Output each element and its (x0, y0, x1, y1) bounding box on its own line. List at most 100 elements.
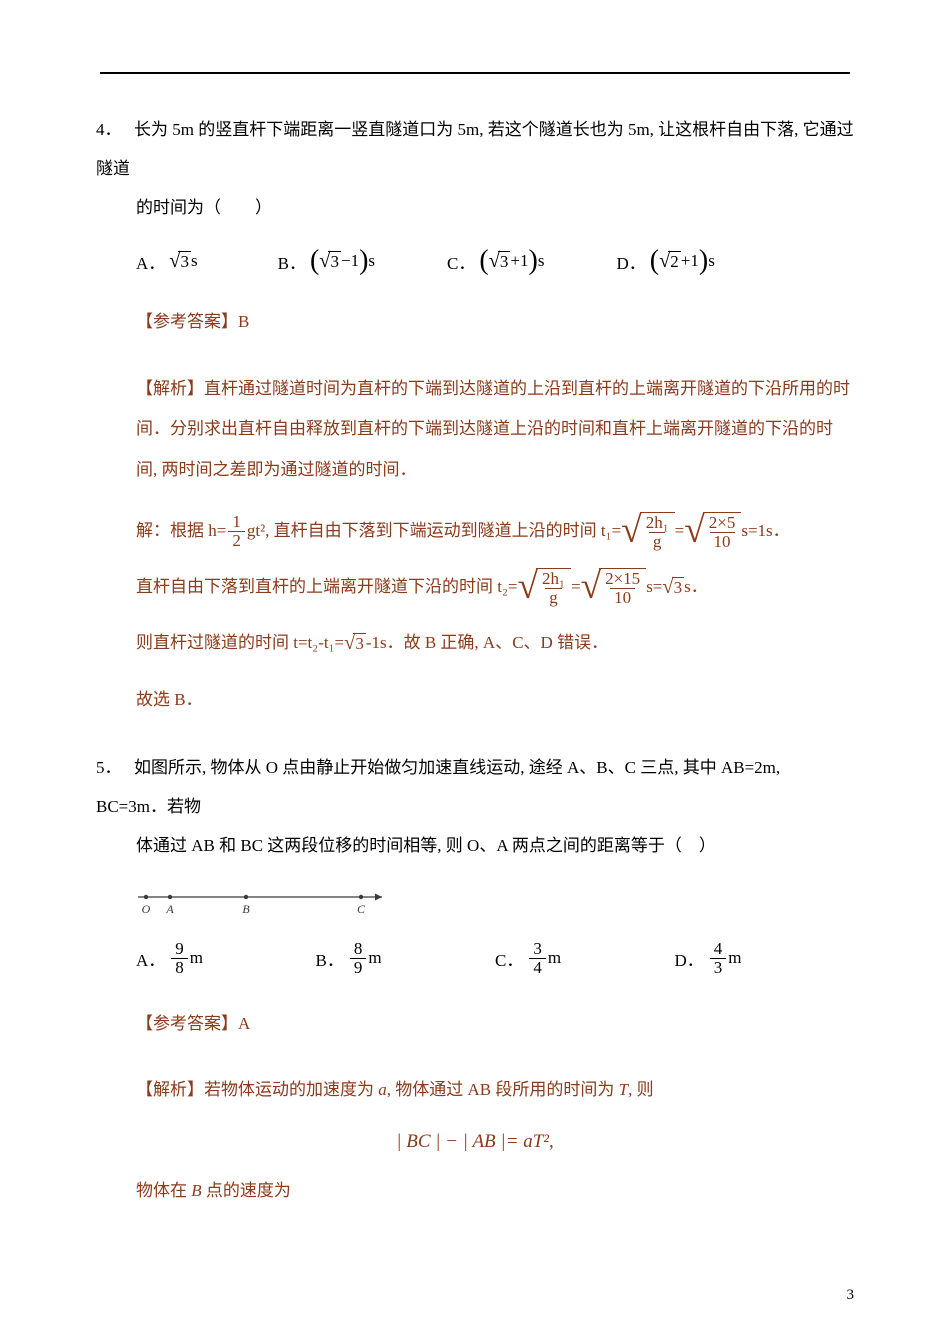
analysis-text: 直杆通过隧道时间为直杆的下端到达隧道的上沿到直杆的上端离开隧道的下沿所用的时间．… (136, 379, 850, 480)
q4-analysis: 【解析】直杆通过隧道时间为直杆的下端到达隧道的上沿到直杆的上端离开隧道的下沿所用… (136, 369, 854, 491)
step1-mid: gt², 直杆自由下落到下端运动到隧道上沿的时间 t₁= (247, 509, 621, 553)
expr-tail: +1 (510, 251, 528, 271)
sqrt-content: 3 (498, 251, 511, 270)
q5-stem-2: 体通过 AB 和 BC 这两段位移的时间相等, 则 O、A 两点之间的距离等于（… (136, 826, 854, 865)
analysis-label: 【解析】 (136, 1080, 204, 1099)
svg-text:A: A (165, 902, 174, 916)
step3-post: -1s．故 B 正确, A、C、D 错误． (366, 621, 608, 665)
opt-label: B． (278, 249, 306, 274)
q5-number: 5． (96, 748, 134, 787)
q4-answer: 【参考答案】B (136, 303, 854, 340)
opt-label: D． (675, 946, 704, 971)
frac-den: 2 (228, 531, 245, 550)
step1-pre: 解：根据 h= (136, 509, 226, 553)
q5-ana-mid2: , 则 (628, 1080, 654, 1099)
q4-option-b: B． ( √3 −1 ) s (278, 247, 375, 275)
answer-value: B (238, 312, 249, 331)
page-number: 3 (847, 1287, 855, 1304)
q5-analysis: 【解析】若物体运动的加速度为 a, 物体通过 AB 段所用的时间为 T, 则 (136, 1070, 854, 1111)
q4-option-a: A． √3 s (136, 249, 198, 274)
step2-tail-pre: s= (646, 565, 662, 609)
opt-label: C． (447, 249, 475, 274)
answer-label: 【参考答案】 (136, 1014, 238, 1033)
step2-tail-post: s． (684, 565, 708, 609)
expr-tail: −1 (341, 251, 359, 271)
horizontal-rule (100, 72, 850, 74)
number-line-svg: OA B C (136, 889, 386, 917)
fraction-half: 1 2 (228, 513, 245, 550)
q4-step-1: 解：根据 h= 1 2 gt², 直杆自由下落到下端运动到隧道上沿的时间 t₁=… (136, 509, 854, 553)
q4-stem-1: 长为 5m 的竖直杆下端距离一竖直隧道口为 5m, 若这个隧道长也为 5m, 让… (96, 120, 854, 178)
frac-den: 9 (350, 958, 367, 977)
frac-den: 3 (710, 958, 727, 977)
opt-label: C． (495, 946, 523, 971)
q5-answer: 【参考答案】A (136, 1005, 854, 1042)
equation-text: | BC | − | AB |= aT² (396, 1131, 549, 1152)
answer-label: 【参考答案】 (136, 312, 238, 331)
q4-final: 故选 B． (136, 678, 854, 722)
svg-text:C: C (357, 902, 366, 916)
q5-option-c: C． 34 m (495, 940, 675, 977)
unit: s (368, 251, 375, 271)
q5-option-a: A． 98 m (136, 940, 316, 977)
var-a: a (378, 1080, 387, 1099)
opt-label: B． (316, 946, 344, 971)
q4-stem-2: 的时间为（ ） (136, 188, 854, 227)
q4-options: A． √3 s B． ( √3 −1 ) s C． ( √3 +1 ) s D．… (136, 247, 854, 275)
var-B: B (191, 1181, 201, 1200)
q5-ana-pre: 若物体运动的加速度为 (204, 1080, 378, 1099)
q4-number: 4． (96, 110, 134, 149)
q5-options: A． 98 m B． 89 m C． 34 m D． 43 m (136, 940, 854, 977)
q4-step-2: 直杆自由下落到直杆的上端离开隧道下沿的时间 t₂= √ 2h₁g = √ 2×1… (136, 565, 854, 609)
sqrt-frac: √ 2h₁g (518, 568, 571, 607)
frac-num: 3 (531, 940, 544, 958)
sqrt-frac-2: √ 2×510 (684, 512, 741, 551)
final-text: 故选 B． (136, 678, 203, 722)
unit: s (191, 251, 198, 271)
sqrt-content: 3 (353, 633, 366, 652)
step1-tail: s=1s． (741, 509, 789, 553)
answer-value: A (238, 1014, 250, 1033)
question-4: 4．长为 5m 的竖直杆下端距离一竖直隧道口为 5m, 若这个隧道长也为 5m,… (96, 110, 854, 227)
frac-num: 4 (712, 940, 725, 958)
frac-num: 2×15 (603, 570, 642, 588)
question-5: 5．如图所示, 物体从 O 点由静止开始做匀加速直线运动, 途经 A、B、C 三… (96, 748, 854, 865)
q5-line-after-eq: 物体在 B 点的速度为 (136, 1171, 854, 1212)
frac-den: 4 (529, 958, 546, 977)
var-T: T (619, 1080, 628, 1099)
equals: = (571, 565, 581, 609)
svg-text:B: B (242, 902, 250, 916)
frac-den: g (649, 532, 666, 551)
frac-num: 8 (352, 940, 365, 958)
sqrt-frac-2: √ 2×1510 (581, 568, 647, 607)
equals: = (675, 509, 685, 553)
unit: s (538, 251, 545, 271)
frac-num: 9 (173, 940, 186, 958)
text-tail: 点的速度为 (202, 1181, 291, 1200)
q5-ana-mid1: , 物体通过 AB 段所用的时间为 (387, 1080, 619, 1099)
unit: m (190, 948, 203, 968)
frac-den: g (545, 588, 562, 607)
opt-label: D． (616, 249, 645, 274)
q5-diagram: OA B C (136, 889, 854, 922)
unit: m (548, 948, 561, 968)
frac-num: 2×5 (707, 514, 738, 532)
sqrt-content: 2 (668, 251, 681, 270)
q4-option-d: D． ( √2 +1 ) s (616, 247, 714, 275)
text: 物体在 (136, 1181, 191, 1200)
frac-den: 10 (710, 532, 735, 551)
q4-step-3: 则直杆过隧道的时间 t=t₂-t₁= √3 -1s．故 B 正确, A、C、D … (136, 621, 854, 665)
q5-stem-1: 如图所示, 物体从 O 点由静止开始做匀加速直线运动, 途经 A、B、C 三点,… (96, 758, 780, 816)
step3-pre: 则直杆过隧道的时间 t=t₂-t₁= (136, 621, 344, 665)
opt-label: A． (136, 946, 165, 971)
frac-num: 2h₁ (540, 570, 567, 588)
sqrt-content: 3 (672, 577, 685, 596)
unit: m (728, 948, 741, 968)
expr-tail: +1 (681, 251, 699, 271)
svg-text:O: O (142, 902, 151, 916)
unit: s (708, 251, 715, 271)
frac-den: 8 (171, 958, 188, 977)
q5-option-d: D． 43 m (675, 940, 855, 977)
q5-option-b: B． 89 m (316, 940, 496, 977)
frac-den: 10 (610, 588, 635, 607)
